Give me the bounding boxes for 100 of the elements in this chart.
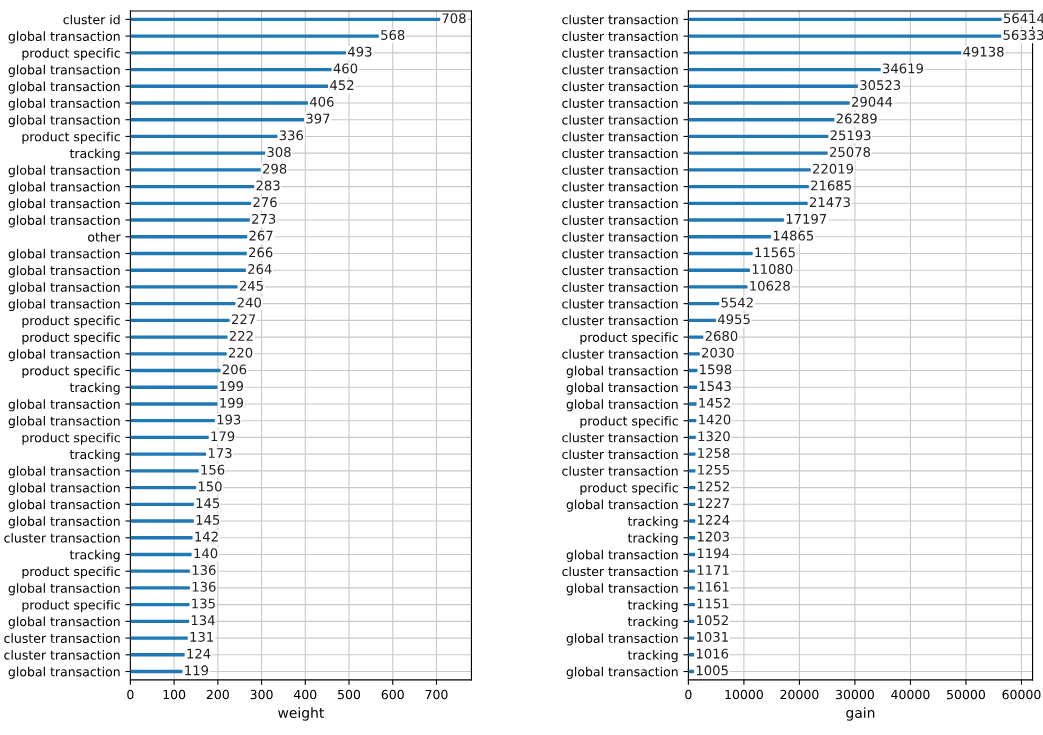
bar <box>688 636 695 640</box>
y-tick-label: cluster transaction <box>562 232 678 242</box>
data-label: 1452 <box>699 397 731 408</box>
data-label: 156 <box>201 464 225 475</box>
data-label: 11080 <box>752 264 793 275</box>
data-label: 145 <box>196 515 220 525</box>
data-label: 1031 <box>696 631 728 642</box>
bar <box>688 168 811 172</box>
bar <box>688 452 696 456</box>
data-label: 1420 <box>699 414 731 425</box>
data-label: 227 <box>231 314 256 325</box>
data-label: 1161 <box>697 581 729 592</box>
bar <box>688 34 1002 38</box>
bar <box>130 469 199 473</box>
data-label: 1255 <box>698 464 730 475</box>
x-tick-label: 100 <box>163 689 186 700</box>
data-label: 22019 <box>812 163 854 174</box>
bar <box>688 67 881 72</box>
data-label: 199 <box>220 381 244 392</box>
data-label: 14865 <box>773 230 814 241</box>
y-tick-label: global transaction <box>8 482 120 495</box>
data-label: 264 <box>248 264 272 275</box>
y-tick-label: cluster transaction <box>562 432 678 443</box>
y-tick-label: cluster transaction <box>562 48 678 58</box>
data-label: 140 <box>194 548 218 559</box>
y-tick-label: product specific <box>22 365 120 378</box>
x-axis-title: gain <box>846 707 875 721</box>
data-label: 1320 <box>698 431 730 442</box>
data-label: 708 <box>442 13 466 24</box>
y-tick-label: global transaction <box>8 165 120 178</box>
data-label: 21685 <box>811 180 851 191</box>
y-tick-label: cluster transaction <box>562 566 678 577</box>
data-label: 452 <box>330 80 354 91</box>
y-tick-label: cluster transaction <box>562 98 678 108</box>
y-tick-label: cluster transaction <box>562 248 678 259</box>
data-label: 267 <box>249 230 273 241</box>
x-tick-label: 400 <box>293 689 317 700</box>
x-tick-label: 40000 <box>891 689 930 700</box>
data-label: 34619 <box>882 63 923 74</box>
data-label: 1194 <box>697 548 730 559</box>
data-label: 1227 <box>698 498 730 508</box>
y-tick-label: product specific <box>580 415 678 429</box>
data-label: 136 <box>192 565 216 576</box>
data-label: 145 <box>196 498 220 509</box>
data-label: 222 <box>229 330 253 341</box>
y-tick-label: global transaction <box>8 198 120 211</box>
data-label: 173 <box>208 447 232 458</box>
data-label: 397 <box>306 113 330 124</box>
data-label: 150 <box>198 481 222 492</box>
data-label: 1203 <box>697 531 729 542</box>
bar <box>130 402 218 406</box>
y-tick-label: cluster transaction <box>562 14 678 25</box>
y-tick-label: product specific <box>580 332 678 345</box>
data-label: 266 <box>249 247 273 258</box>
bar <box>688 51 962 55</box>
y-tick-label: global transaction <box>8 298 120 311</box>
x-tick-label: 600 <box>381 689 404 700</box>
x-tick-label: 50000 <box>947 689 985 700</box>
y-tick-label: cluster transaction <box>4 633 120 643</box>
data-label: 460 <box>333 63 358 74</box>
y-tick-label: cluster transaction <box>562 282 678 292</box>
y-tick-label: global transaction <box>8 349 120 362</box>
data-label: 4955 <box>717 314 750 325</box>
y-tick-label: global transaction <box>8 265 120 278</box>
y-tick-label: tracking <box>69 549 120 562</box>
data-label: 245 <box>239 280 263 291</box>
y-tick-label: global transaction <box>566 382 678 395</box>
y-tick-label: global transaction <box>8 81 120 94</box>
data-label: 308 <box>267 147 291 157</box>
y-tick-label: cluster transaction <box>562 198 678 209</box>
data-label: 1543 <box>699 381 731 392</box>
data-label: 134 <box>191 615 215 626</box>
y-tick-label: global transaction <box>8 98 120 111</box>
data-label: 179 <box>211 431 235 442</box>
data-label: 1598 <box>700 364 732 375</box>
bar <box>130 51 346 55</box>
y-tick-label: global transaction <box>566 583 678 596</box>
y-tick-label: product specific <box>22 432 120 445</box>
data-label: 25078 <box>829 147 871 157</box>
data-label: 1052 <box>697 615 728 626</box>
y-tick-label: global transaction <box>566 399 678 412</box>
x-tick-label: 0 <box>127 689 134 700</box>
x-tick-label: 200 <box>206 689 229 700</box>
data-label: 21473 <box>809 197 850 208</box>
data-label: 30523 <box>860 80 901 91</box>
data-label: 17197 <box>786 213 827 224</box>
data-label: 1224 <box>698 514 730 525</box>
y-tick-label: global transaction <box>566 365 678 378</box>
data-label: 49138 <box>963 46 1004 57</box>
y-tick-label: cluster transaction <box>562 64 678 75</box>
y-tick-label: global transaction <box>8 31 120 44</box>
y-tick-label: cluster transaction <box>4 650 120 660</box>
bar <box>130 218 250 222</box>
data-label: 119 <box>185 665 209 676</box>
y-tick-label: cluster transaction <box>562 148 678 159</box>
y-tick-label: cluster transaction <box>562 31 678 42</box>
data-label: 131 <box>190 631 214 642</box>
bar <box>130 285 238 289</box>
y-tick-label: global transaction <box>8 181 120 194</box>
y-tick-label: global transaction <box>566 499 678 512</box>
